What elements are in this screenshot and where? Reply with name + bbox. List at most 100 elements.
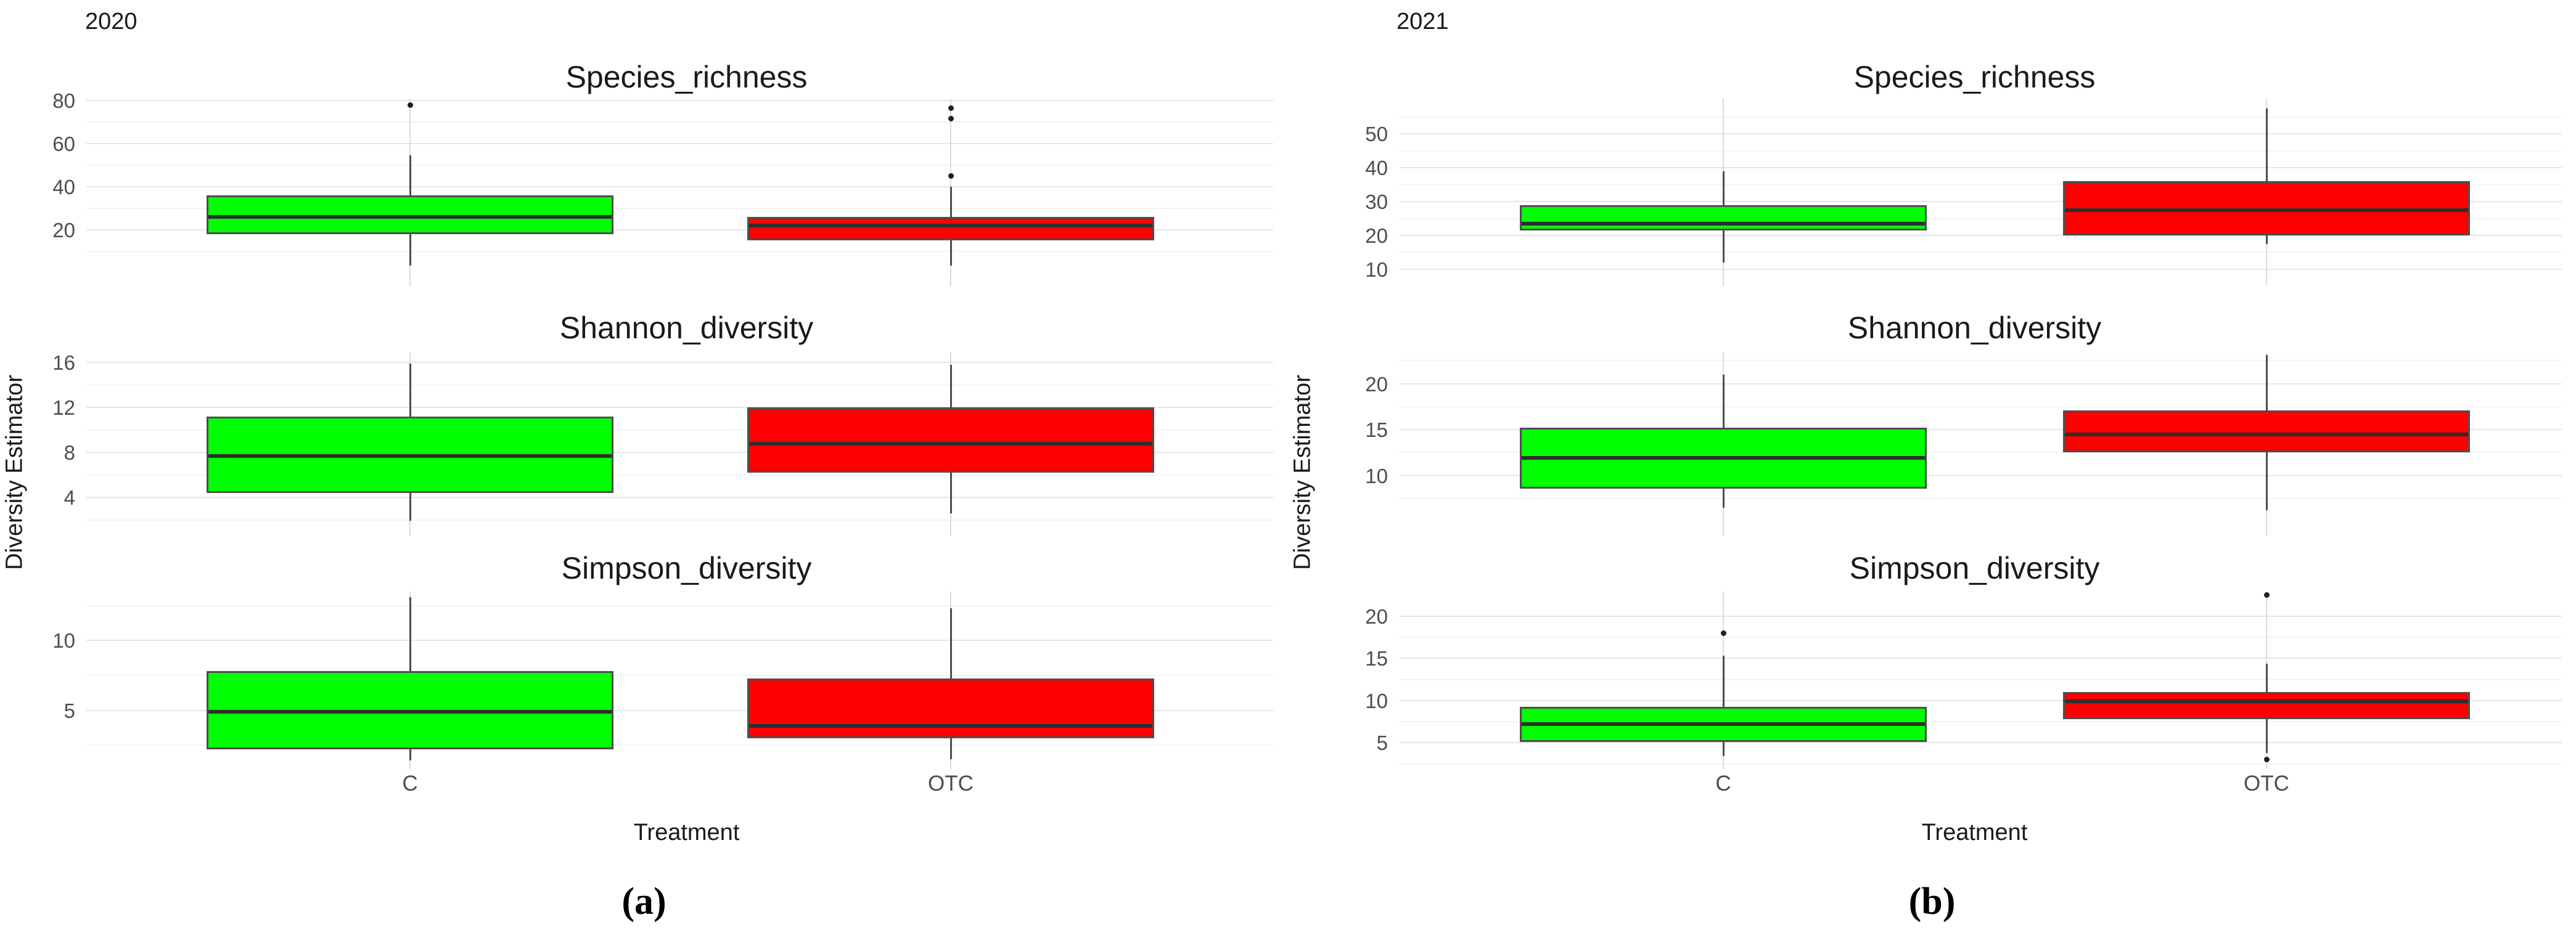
whisker-upper [950, 187, 952, 217]
whisker-upper [1722, 656, 1725, 707]
median-line [208, 454, 612, 458]
gridline-major [1399, 475, 2562, 476]
caption-b: (b) [1908, 881, 1956, 923]
gridline-minor [1399, 150, 2562, 152]
outlier-dot [948, 105, 954, 111]
x-category-label-c: C [402, 772, 418, 796]
gridline-minor [1399, 184, 2562, 185]
y-axis-title: Diversity Estimator [1289, 375, 1316, 570]
gridline-minor [86, 165, 1273, 166]
y-tick-label: 20 [52, 219, 75, 242]
whisker-lower [950, 473, 952, 513]
whisker-lower [409, 492, 411, 521]
year-label: 2021 [1397, 9, 1449, 35]
outlier-dot [2263, 757, 2270, 763]
whisker-lower [2265, 452, 2268, 511]
whisker-upper [409, 597, 411, 672]
y-tick-label: 20 [1365, 605, 1388, 628]
facet-title-species-richness: Species_richness [1853, 60, 2096, 94]
median-line [2065, 432, 2468, 436]
gridline-major [86, 100, 1273, 102]
facet-title-shannon-diversity: Shannon_diversity [559, 311, 814, 345]
facet-title-shannon-diversity: Shannon_diversity [1847, 311, 2102, 345]
whisker-lower [2265, 719, 2268, 753]
gridline-minor [86, 250, 1273, 252]
caption-a: (a) [621, 881, 667, 923]
x-axis-title: Treatment [633, 820, 740, 845]
whisker-upper [2265, 108, 2268, 182]
facet-title-simpson-diversity: Simpson_diversity [561, 551, 812, 585]
gridline-major [1399, 383, 2562, 385]
gridline-minor [86, 675, 1273, 677]
gridline-minor [86, 605, 1273, 606]
facet-title-simpson-diversity: Simpson_diversity [1849, 551, 2100, 585]
gridline-major [86, 452, 1273, 454]
gridline-major [1399, 201, 2562, 203]
gridline-major [1399, 268, 2562, 270]
y-tick-label: 16 [52, 351, 75, 375]
y-tick-label: 10 [1365, 689, 1388, 712]
gridline-major [86, 497, 1273, 499]
gridline-major [86, 143, 1273, 145]
median-line [1522, 221, 1925, 226]
gridline-minor [1399, 678, 2562, 680]
whisker-lower [1722, 230, 1725, 263]
gridline-major [1399, 429, 2562, 431]
gridline-minor [86, 519, 1273, 521]
gridline-minor [86, 121, 1273, 123]
gridline-minor [1399, 721, 2562, 723]
gridline-minor [86, 744, 1273, 746]
outlier-dot [1720, 630, 1726, 636]
y-tick-label: 8 [64, 441, 75, 465]
gridline-major [86, 640, 1273, 642]
whisker-upper [2265, 663, 2268, 693]
whisker-upper [1722, 374, 1725, 428]
gridline-minor [86, 208, 1273, 210]
median-line [208, 215, 612, 219]
median-line [749, 224, 1152, 227]
gridline-major [1399, 658, 2562, 659]
gridline-major [1399, 133, 2562, 135]
whisker-lower [950, 240, 952, 266]
gridline-major [1399, 699, 2562, 701]
panel-2021: 2021 Species_richness Shannon_diversity … [1288, 0, 2576, 941]
gridline-major [1399, 167, 2562, 169]
boxplot-box-otc [747, 678, 1154, 739]
gridline-major [86, 407, 1273, 409]
y-tick-label: 80 [52, 89, 75, 113]
y-tick-label: 20 [1365, 372, 1388, 396]
y-tick-label: 10 [1365, 258, 1388, 281]
y-tick-label: 40 [1365, 157, 1388, 180]
median-line [749, 441, 1152, 446]
gridline-minor [1399, 251, 2562, 253]
whisker-upper [2265, 355, 2268, 410]
x-category-label-c: C [1715, 772, 1731, 796]
whisker-upper [409, 364, 411, 417]
y-tick-label: 15 [1365, 647, 1388, 670]
x-category-label-otc: OTC [928, 772, 974, 796]
gridline-major [86, 362, 1273, 364]
whisker-upper [409, 155, 411, 196]
median-line [2065, 208, 2468, 212]
boxplot-box-otc [2063, 692, 2470, 720]
y-tick-label: 5 [1376, 731, 1388, 755]
gridline-major [86, 229, 1273, 230]
gridline-minor [1399, 116, 2562, 118]
gridline-minor [1399, 360, 2562, 362]
gridline-minor [1399, 763, 2562, 765]
year-label: 2020 [85, 9, 137, 35]
gridline-major [1399, 235, 2562, 237]
outlier-dot [948, 116, 954, 122]
whisker-upper [1722, 171, 1725, 205]
whisker-lower [409, 234, 411, 266]
gridline-major [1399, 615, 2562, 617]
y-axis-title: Diversity Estimator [1, 375, 28, 570]
whisker-lower [2265, 235, 2268, 244]
gridline-minor [86, 384, 1273, 386]
gridline-major [1399, 742, 2562, 744]
y-tick-label: 5 [64, 699, 75, 722]
y-tick-label: 60 [52, 132, 75, 156]
y-tick-label: 12 [52, 396, 75, 420]
y-tick-label: 10 [52, 629, 75, 653]
